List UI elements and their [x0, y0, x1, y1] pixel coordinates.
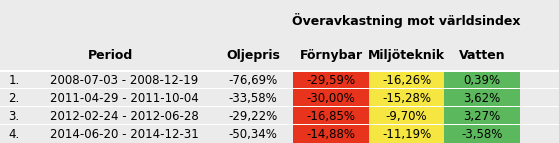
Text: -29,59%: -29,59% [307, 74, 356, 87]
Text: 4.: 4. [8, 128, 20, 141]
Text: Förnybar: Förnybar [300, 49, 363, 62]
Bar [293, 89, 369, 107]
Text: -9,70%: -9,70% [386, 110, 428, 123]
Bar [444, 107, 520, 125]
Text: Oljepris: Oljepris [226, 49, 280, 62]
Text: -30,00%: -30,00% [307, 92, 356, 105]
Bar [293, 125, 369, 143]
Text: -3,58%: -3,58% [461, 128, 503, 141]
Bar [369, 89, 444, 107]
Bar [293, 72, 369, 89]
Bar [444, 89, 520, 107]
Text: -33,58%: -33,58% [229, 92, 277, 105]
Text: -29,22%: -29,22% [228, 110, 278, 123]
Text: 2.: 2. [8, 92, 20, 105]
Text: -50,34%: -50,34% [229, 128, 277, 141]
Text: -16,26%: -16,26% [382, 74, 432, 87]
Bar [444, 125, 520, 143]
Bar [0, 88, 559, 89]
Bar [369, 125, 444, 143]
Text: -76,69%: -76,69% [228, 74, 278, 87]
Text: 2008-07-03 - 2008-12-19: 2008-07-03 - 2008-12-19 [50, 74, 198, 87]
Text: 2012-02-24 - 2012-06-28: 2012-02-24 - 2012-06-28 [50, 110, 199, 123]
Text: Överavkastning mot världsindex: Överavkastning mot världsindex [292, 13, 521, 27]
Text: 3,27%: 3,27% [463, 110, 501, 123]
Text: Vatten: Vatten [459, 49, 505, 62]
Text: -15,28%: -15,28% [382, 92, 431, 105]
Text: 3.: 3. [8, 110, 20, 123]
Bar [0, 70, 559, 72]
Text: 2014-06-20 - 2014-12-31: 2014-06-20 - 2014-12-31 [50, 128, 199, 141]
Text: -14,88%: -14,88% [307, 128, 356, 141]
Text: 1.: 1. [8, 74, 20, 87]
Text: 0,39%: 0,39% [463, 74, 501, 87]
Text: 2011-04-29 - 2011-10-04: 2011-04-29 - 2011-10-04 [50, 92, 199, 105]
Bar [369, 72, 444, 89]
Text: -16,85%: -16,85% [307, 110, 356, 123]
Text: -11,19%: -11,19% [382, 128, 432, 141]
Bar [293, 107, 369, 125]
Text: Miljöteknik: Miljöteknik [368, 49, 445, 62]
Text: Period: Period [88, 49, 133, 62]
Bar [0, 106, 559, 107]
Bar [369, 107, 444, 125]
Bar [0, 124, 559, 125]
Text: 3,62%: 3,62% [463, 92, 501, 105]
Bar [444, 72, 520, 89]
